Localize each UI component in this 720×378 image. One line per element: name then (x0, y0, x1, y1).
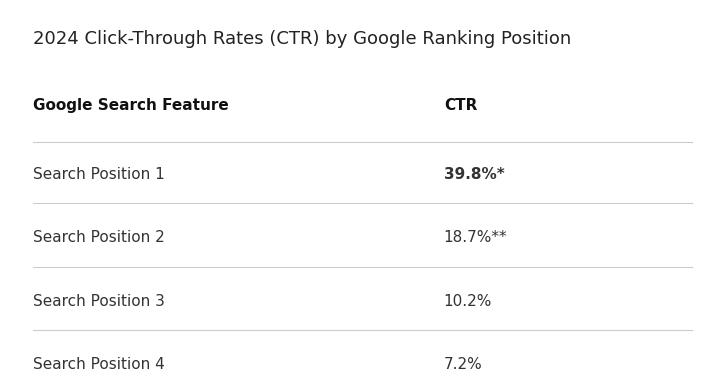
Text: 10.2%: 10.2% (444, 294, 492, 309)
Text: Search Position 4: Search Position 4 (32, 357, 164, 372)
Text: Search Position 3: Search Position 3 (32, 294, 164, 309)
Text: Search Position 1: Search Position 1 (32, 167, 164, 182)
Text: CTR: CTR (444, 98, 477, 113)
Text: 7.2%: 7.2% (444, 357, 482, 372)
Text: Search Position 2: Search Position 2 (32, 230, 164, 245)
Text: 2024 Click-Through Rates (CTR) by Google Ranking Position: 2024 Click-Through Rates (CTR) by Google… (32, 29, 571, 48)
Text: 18.7%**: 18.7%** (444, 230, 508, 245)
Text: 39.8%*: 39.8%* (444, 167, 505, 182)
Text: Google Search Feature: Google Search Feature (32, 98, 228, 113)
